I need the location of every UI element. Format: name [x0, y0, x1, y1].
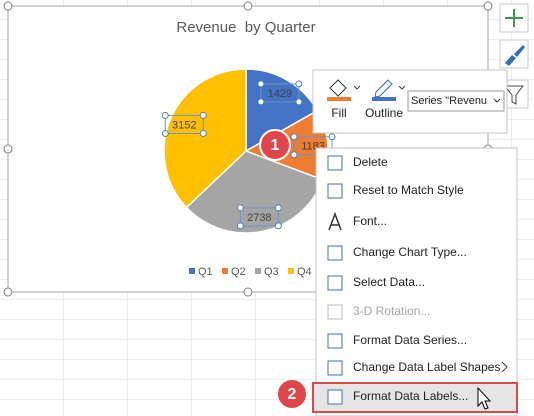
- menu-icon: [327, 389, 343, 405]
- legend-label: Q4: [297, 266, 312, 278]
- menu-item[interactable]: Select Data...: [353, 275, 425, 289]
- menu-item[interactable]: Change Chart Type...: [353, 245, 467, 259]
- data-label[interactable]: 1429: [268, 88, 292, 100]
- menu-icon: [328, 211, 342, 231]
- callout-number: 1: [271, 137, 280, 154]
- legend-label: Q2: [231, 266, 246, 278]
- label-handle: [290, 151, 298, 159]
- data-label-box: [293, 136, 333, 156]
- outline-color: [372, 97, 396, 101]
- menu-icon: [327, 183, 343, 199]
- menu-icon: [327, 245, 343, 261]
- legend-swatch: [189, 268, 195, 274]
- callout-badge: [276, 378, 308, 410]
- menu-panel: [315, 147, 518, 416]
- legend-swatch: [255, 268, 261, 274]
- plus-icon: [505, 9, 523, 27]
- chart-side-buttons: [499, 3, 529, 109]
- outline-label: Outline: [365, 106, 403, 120]
- legend-swatch: [222, 268, 228, 274]
- menu-icon: [327, 333, 343, 349]
- dropdown-caret[interactable]: [353, 85, 361, 90]
- legend-label: Q1: [198, 266, 213, 278]
- context-menu: Delete Reset to Match Style Font... Change …: [312, 147, 518, 416]
- fill-label: Fill: [331, 106, 346, 120]
- callouts: 1 2: [259, 129, 308, 410]
- label-handle: [295, 80, 303, 88]
- label-handle: [328, 133, 336, 141]
- chart-elements-button[interactable]: [499, 3, 529, 33]
- series-dropdown-text: Series "Revenu: [411, 95, 487, 107]
- brush-icon: [505, 45, 525, 66]
- series-dropdown[interactable]: [407, 90, 505, 112]
- label-handle: [199, 111, 207, 119]
- label-handle: [161, 129, 169, 137]
- chart-title: Revenue by Quarter: [176, 19, 315, 36]
- menu-item[interactable]: Format Data Labels...: [353, 389, 468, 403]
- menu-icon: [327, 155, 343, 171]
- label-handle: [274, 222, 282, 230]
- label-handle: [295, 98, 303, 106]
- fill-color: [327, 97, 351, 101]
- outline-icon[interactable]: [374, 79, 393, 98]
- dropdown-caret[interactable]: [398, 85, 406, 90]
- legend-swatch: [288, 268, 294, 274]
- fill-icon[interactable]: [329, 79, 347, 97]
- label-handle: [257, 98, 265, 106]
- label-handle: [290, 133, 298, 141]
- menu-item[interactable]: Delete: [353, 155, 388, 169]
- data-label-box: [239, 207, 279, 227]
- menu-item[interactable]: Reset to Match Style: [353, 183, 464, 197]
- filter-icon: [503, 85, 525, 105]
- menu-icon: [327, 360, 343, 376]
- menu-icon: [327, 304, 343, 320]
- data-label-box: [164, 114, 204, 134]
- label-handle: [257, 80, 265, 88]
- menu-icon: [327, 275, 343, 291]
- mini-toolbar: Fill Outline Series "Revenu: [312, 69, 508, 134]
- legend: Q1 Q2 Q3 Q4: [189, 266, 312, 278]
- callout-badge: [259, 129, 291, 161]
- pie-slice[interactable]: [163, 68, 247, 209]
- label-handle: [236, 204, 244, 212]
- legend-label: Q3: [264, 266, 279, 278]
- label-handle: [274, 204, 282, 212]
- menu-item: 3-D Rotation...: [353, 304, 430, 318]
- label-handle: [236, 222, 244, 230]
- label-handle: [161, 111, 169, 119]
- data-label[interactable]: 2738: [247, 212, 271, 224]
- data-label[interactable]: 3152: [172, 119, 196, 131]
- dropdown-caret: [493, 98, 501, 103]
- menu-item[interactable]: Format Data Series...: [353, 333, 467, 347]
- mouse-cursor: [477, 386, 492, 410]
- menu-item[interactable]: Change Data Label Shapes: [353, 360, 500, 374]
- submenu-arrow: [501, 361, 508, 373]
- pie-slice[interactable]: [185, 150, 324, 234]
- callout-number: 2: [288, 386, 297, 403]
- label-handle: [199, 129, 207, 137]
- menu-item[interactable]: Font...: [353, 214, 387, 228]
- data-label-box: [260, 83, 300, 103]
